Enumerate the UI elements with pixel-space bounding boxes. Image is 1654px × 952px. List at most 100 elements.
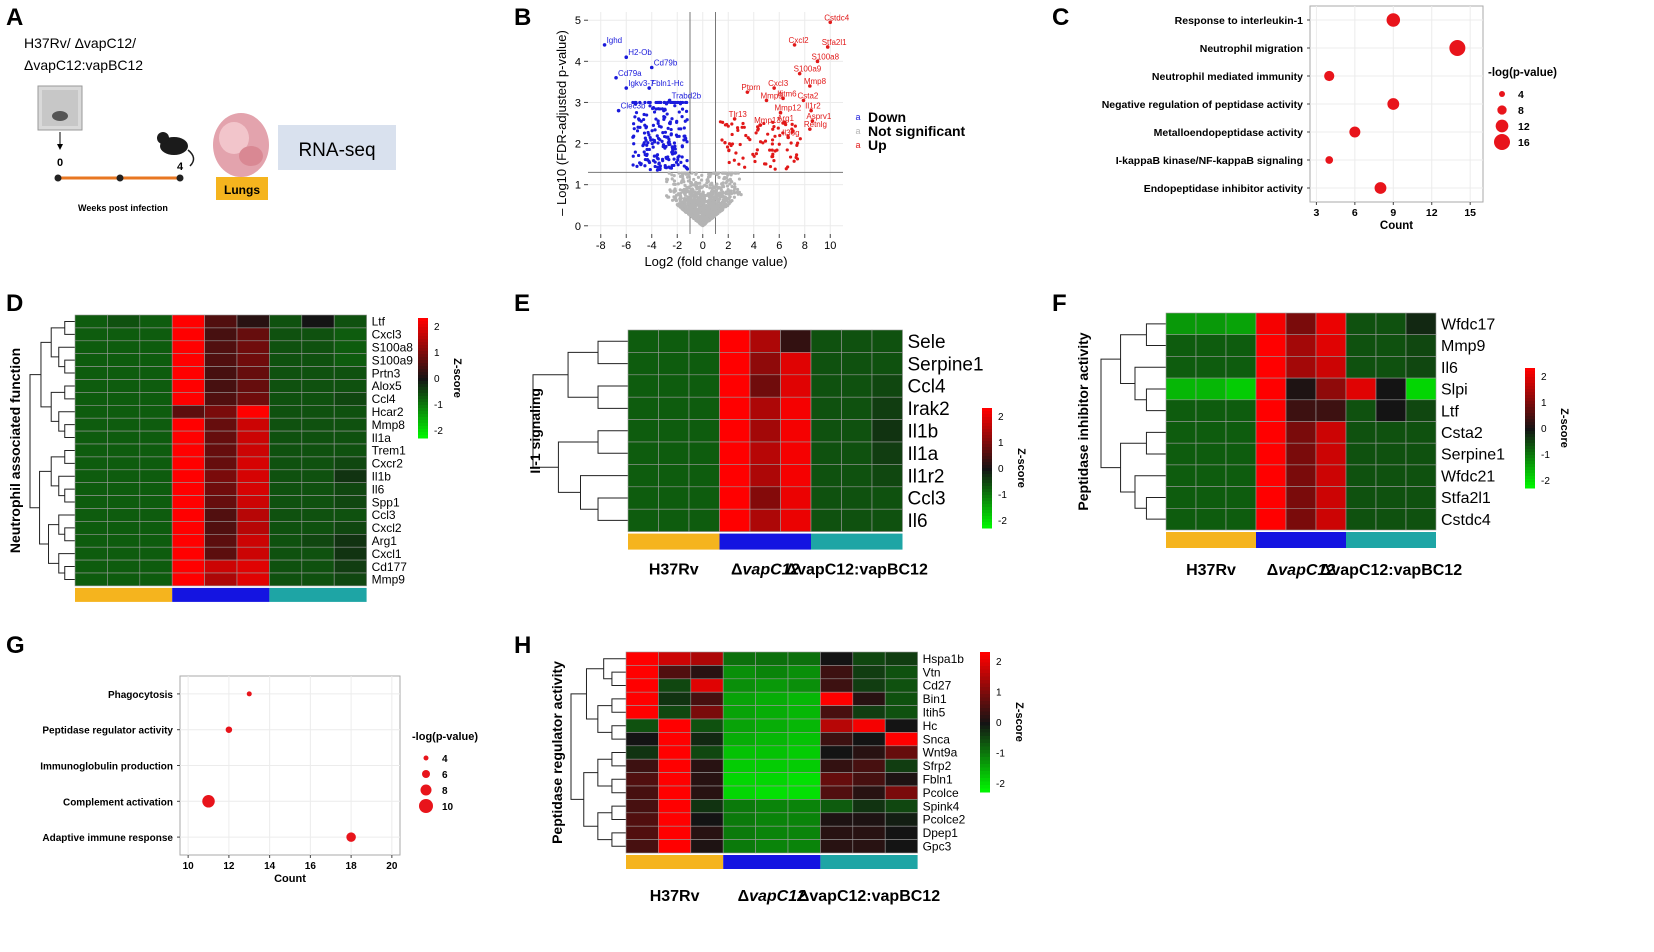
heatmap-cell bbox=[171, 534, 205, 548]
up-gene-point bbox=[758, 123, 762, 127]
group-label: ΔvapC12:vapBC12 bbox=[1320, 562, 1462, 579]
heatmap-cell bbox=[204, 534, 238, 548]
heatmap-cell bbox=[74, 534, 108, 548]
heatmap-cell bbox=[871, 396, 903, 420]
gene-label: Alox5 bbox=[372, 379, 402, 393]
legend-tick: 2 bbox=[998, 412, 1004, 423]
legend-tick: -1 bbox=[434, 400, 443, 411]
down-gene-label: Fbln1-Hc bbox=[651, 79, 683, 88]
heatmap-cell bbox=[269, 534, 303, 548]
panel-g-label: G bbox=[6, 632, 25, 659]
heatmap-cell bbox=[269, 392, 303, 406]
heatmap-cell bbox=[755, 745, 789, 760]
ns-point bbox=[692, 202, 696, 207]
heatmap-cell bbox=[841, 464, 873, 488]
up-point bbox=[789, 141, 793, 145]
heatmap-cell bbox=[301, 456, 335, 471]
heatmap-cell bbox=[301, 508, 335, 522]
zscore-legend: 2 1 0 -1 -2 Z-score bbox=[980, 652, 1025, 793]
heatmap-cell bbox=[171, 469, 205, 484]
down-point bbox=[632, 142, 636, 146]
up-point bbox=[762, 121, 766, 126]
ns-point bbox=[681, 207, 685, 211]
ns-point bbox=[703, 221, 708, 225]
ns-point bbox=[699, 221, 703, 225]
heatmap-cell bbox=[1255, 464, 1287, 487]
ns-point bbox=[729, 179, 733, 183]
down-point bbox=[652, 110, 657, 114]
up-point bbox=[755, 148, 759, 152]
heatmap-cell bbox=[107, 559, 141, 574]
down-point bbox=[648, 104, 652, 108]
ns-point bbox=[672, 182, 676, 186]
down-point bbox=[685, 118, 689, 122]
heatmap-cell bbox=[749, 419, 781, 443]
heatmap-cell bbox=[204, 405, 238, 419]
heatmap-cell bbox=[884, 665, 918, 680]
heatmap-cell bbox=[1165, 356, 1197, 379]
heatmap-cell bbox=[74, 482, 108, 496]
up-gene-label: Il36g bbox=[782, 128, 799, 137]
heatmap-cell bbox=[658, 486, 690, 510]
heatmap-cell bbox=[139, 340, 173, 354]
dotplot-legend-value: 10 bbox=[442, 802, 454, 813]
up-gene-point bbox=[772, 86, 776, 90]
dotplot-legend-dot bbox=[1497, 105, 1507, 115]
gene-label: Il1a bbox=[908, 444, 939, 465]
heatmap-cell bbox=[820, 651, 854, 666]
heatmap-cell bbox=[269, 366, 303, 380]
ns-point bbox=[690, 200, 694, 204]
heatmap-cell bbox=[755, 825, 789, 840]
ns-point bbox=[730, 199, 734, 203]
dotplot-point bbox=[1449, 40, 1466, 56]
heatmap-cell bbox=[884, 812, 918, 827]
heatmap-cell bbox=[1345, 442, 1377, 466]
up-point bbox=[744, 133, 748, 138]
down-point bbox=[664, 102, 669, 106]
heatmap-cell bbox=[1285, 508, 1317, 531]
gene-label: Irak2 bbox=[908, 399, 950, 420]
down-point bbox=[667, 137, 671, 141]
heatmap-cell bbox=[1225, 334, 1257, 357]
heatmap-cell bbox=[820, 691, 854, 706]
ns-point bbox=[692, 177, 696, 182]
up-point bbox=[741, 156, 745, 160]
heatmap-cell bbox=[1225, 508, 1257, 531]
heatmap-cell bbox=[74, 405, 108, 419]
heatmap-cell bbox=[333, 327, 367, 342]
down-point bbox=[679, 100, 683, 105]
heatmap-cell bbox=[301, 392, 335, 406]
gene-label: Hc bbox=[923, 719, 938, 733]
ns-point bbox=[739, 193, 743, 197]
heatmap-cell bbox=[627, 374, 659, 398]
heatmap-cell bbox=[841, 486, 873, 510]
up-point bbox=[771, 152, 775, 156]
heatmap-cell bbox=[627, 396, 659, 420]
heatmap-cell bbox=[780, 352, 812, 376]
heatmap-cell bbox=[658, 758, 692, 773]
heatmap-cell bbox=[688, 352, 720, 376]
ns-point bbox=[690, 187, 695, 191]
down-point bbox=[644, 138, 648, 142]
heatmap-cell bbox=[1375, 442, 1407, 466]
up-point bbox=[761, 141, 765, 145]
heatmap-cell bbox=[722, 785, 756, 800]
heatmap-cell bbox=[722, 691, 756, 706]
dotplot-legend-value: 12 bbox=[1518, 121, 1530, 133]
down-point bbox=[631, 100, 635, 105]
heatmap-cell bbox=[269, 430, 303, 445]
heatmap-cell bbox=[269, 495, 303, 509]
heatmap-cell bbox=[871, 441, 903, 465]
ns-point bbox=[717, 191, 721, 195]
gene-label: Wfdc17 bbox=[1441, 316, 1495, 333]
gene-label: Slpi bbox=[1441, 382, 1468, 399]
ns-point bbox=[705, 184, 709, 189]
up-point bbox=[729, 143, 733, 148]
heatmap-cell bbox=[171, 482, 205, 496]
heatmap-cell bbox=[852, 745, 886, 760]
group-label: ΔvapC12:vapBC12 bbox=[786, 562, 928, 579]
heatmap-cell bbox=[625, 745, 659, 760]
ns-point bbox=[673, 196, 678, 200]
legend-tick: 2 bbox=[434, 322, 440, 333]
